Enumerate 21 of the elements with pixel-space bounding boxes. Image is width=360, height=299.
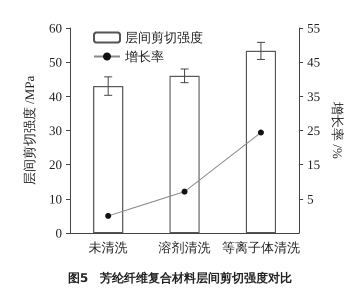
y-tick-label: 20 [49, 157, 62, 172]
y2-axis-title: 增长率 /% [330, 101, 345, 160]
y-tick-label: 10 [49, 191, 62, 206]
x-tick-label: 未清洗 [88, 240, 128, 255]
y-axis-title: 层间剪切强度 /MPa [22, 76, 37, 186]
y2-tick-label: 45 [307, 54, 320, 70]
legend-label: 层间剪切强度 [125, 30, 203, 45]
y-tick-label: 30 [49, 123, 62, 138]
text: 图5 芳纶纤维复合材料层间剪切强度对比 [68, 271, 292, 285]
y2-tick-label: 5 [307, 191, 314, 206]
y2-tick-label: 15 [307, 157, 320, 172]
y2-tick-label: 55 [307, 20, 320, 36]
y-tick-label: 60 [49, 20, 62, 36]
y2-tick-label: 35 [307, 88, 320, 104]
x-tick-label: 等离子体清洗 [222, 240, 300, 255]
legend-label: 增长率 [124, 49, 164, 64]
y2-tick-label: 25 [307, 123, 320, 138]
y-tick-label: 50 [49, 54, 62, 70]
y-tick-label: 0 [56, 226, 62, 240]
x-tick-label: 溶剂清洗 [158, 240, 211, 255]
y-tick-label: 40 [49, 88, 62, 104]
